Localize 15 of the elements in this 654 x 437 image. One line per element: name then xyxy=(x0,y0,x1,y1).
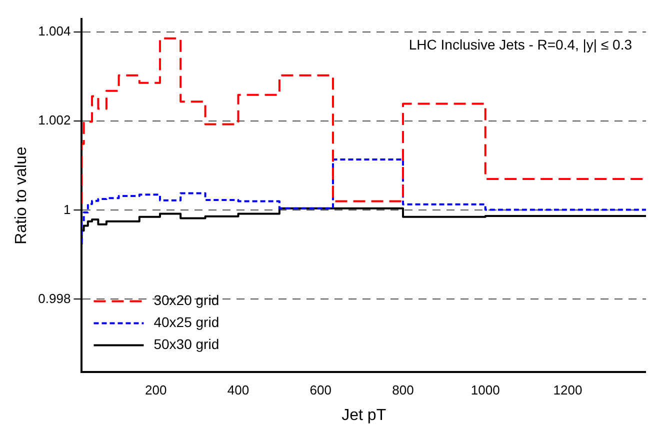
x-tick-label: 800 xyxy=(392,382,414,398)
x-tick-label: 1000 xyxy=(470,382,500,398)
x-tick-label: 200 xyxy=(145,382,167,398)
y-tick-label: 1.002 xyxy=(38,112,71,128)
y-tick-label: 1 xyxy=(63,202,71,217)
y-axis-title: Ratio to value xyxy=(13,146,30,244)
x-axis-title: Jet pT xyxy=(342,406,386,424)
x-tick-label: 400 xyxy=(227,382,250,398)
y-tick-label: 0.998 xyxy=(38,290,71,306)
legend-label: 40x25 grid xyxy=(154,314,220,330)
x-tick-label: 1200 xyxy=(553,382,582,398)
x-tick-label: 600 xyxy=(310,382,332,398)
y-tick-label: 1.004 xyxy=(38,24,71,39)
legend-label: 50x30 grid xyxy=(154,336,220,352)
annotation: LHC Inclusive Jets - R=0.4, |y| ≤ 0.3 xyxy=(408,36,632,53)
